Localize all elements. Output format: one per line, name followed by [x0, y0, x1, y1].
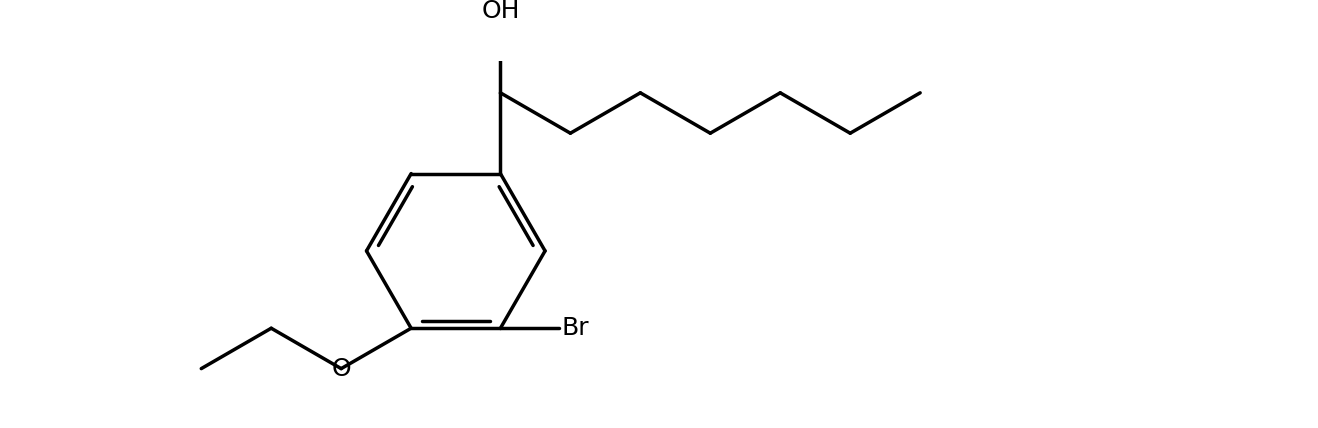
Text: OH: OH	[481, 0, 519, 23]
Text: O: O	[331, 357, 351, 380]
Text: Br: Br	[561, 316, 589, 340]
